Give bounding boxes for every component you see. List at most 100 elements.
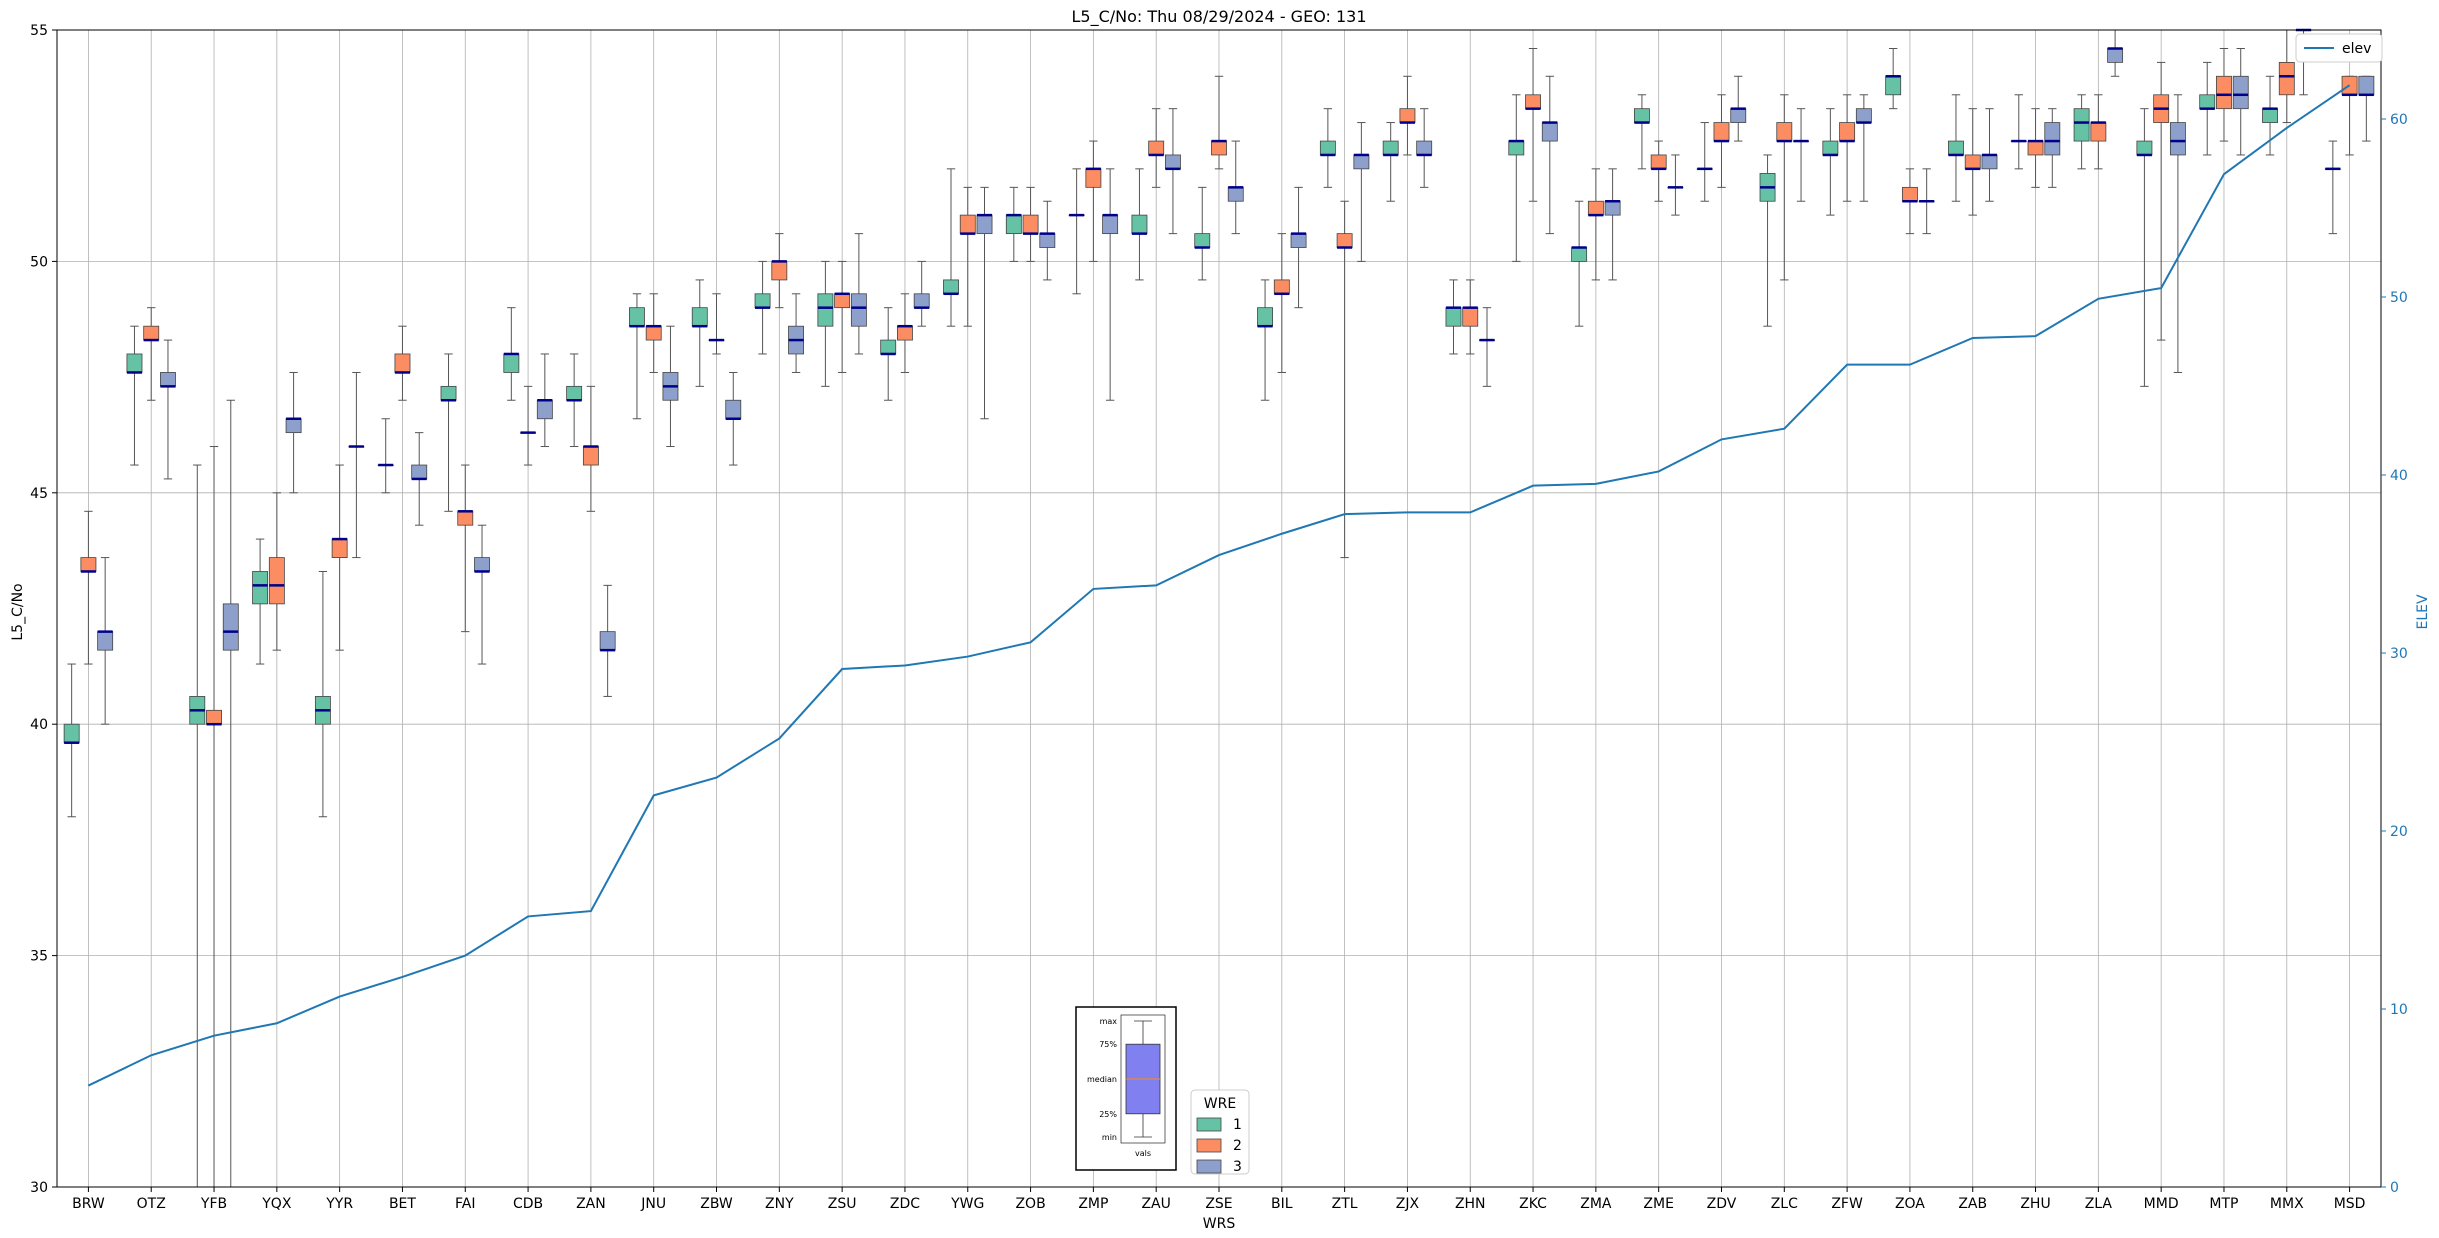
- wre-legend-swatch: [1196, 1117, 1222, 1132]
- box-iqr: [2262, 108, 2278, 123]
- box-iqr: [268, 557, 285, 605]
- box-iqr: [206, 709, 222, 725]
- box-wre-1: [880, 307, 897, 401]
- box-wre-2: [457, 464, 474, 633]
- box-wre-2: [2153, 61, 2170, 341]
- wre-legend-entries: 1 2 3: [1196, 1117, 1242, 1175]
- box-wre-2: [1839, 94, 1856, 202]
- box-iqr: [394, 353, 411, 373]
- y-right-tick-label: 50: [2390, 290, 2408, 306]
- box-wre-3: [1227, 140, 1244, 235]
- box-iqr: [457, 510, 474, 526]
- box-wre-2: [2090, 94, 2107, 170]
- y-tick-label: 40: [30, 717, 48, 733]
- box-iqr: [1290, 233, 1307, 248]
- box-wre-2: [1085, 140, 1102, 262]
- box-wre-2: [268, 492, 285, 651]
- elev-line: [87, 84, 2351, 1087]
- axes: BRW OTZ YFB YQX YYR BET FAI CDB ZAN JNU ZBW ZNY ZSU Z…: [30, 23, 2408, 1212]
- box-wre-3: [1667, 154, 1684, 216]
- box-iqr: [1319, 140, 1336, 156]
- x-tick-label: ZAN: [576, 1196, 606, 1212]
- box-wre-2: [1587, 168, 1604, 281]
- box-iqr: [1541, 122, 1558, 142]
- box-wre-3: [1479, 307, 1495, 387]
- box-iqr: [1148, 140, 1165, 156]
- box-iqr: [1336, 233, 1353, 248]
- box-iqr: [1885, 75, 1902, 96]
- box-iqr: [1981, 154, 1998, 170]
- y-tick-label: 30: [30, 1180, 48, 1196]
- box-iqr: [1901, 186, 1918, 202]
- box-iqr: [126, 353, 143, 373]
- box-iqr: [943, 279, 959, 295]
- x-tick-label: ZME: [1643, 1196, 1674, 1212]
- box-iqr: [143, 325, 160, 341]
- box-iqr: [1822, 140, 1839, 156]
- box-wre-1: [1633, 94, 1650, 170]
- box-wre-2: [80, 510, 97, 665]
- box-iqr: [913, 293, 930, 309]
- box-wre-1: [754, 260, 771, 355]
- box-layer: [63, 28, 2375, 1188]
- box-iqr: [331, 538, 348, 558]
- box-iqr: [1399, 108, 1416, 123]
- box-wre-3: [222, 399, 239, 1188]
- box-wre-3: [2169, 94, 2186, 373]
- y-right-tick-label: 10: [2390, 1002, 2408, 1018]
- box-iqr: [1587, 200, 1604, 216]
- box-iqr: [2136, 140, 2153, 156]
- box-iqr: [1273, 279, 1290, 295]
- box-iqr: [1839, 122, 1856, 142]
- box-key-marks: max 75% median 25% min: [1087, 1017, 1161, 1142]
- box-wre-3: [1353, 122, 1370, 262]
- box-iqr: [1776, 122, 1793, 142]
- x-tick-label: ZKC: [1519, 1196, 1547, 1212]
- key-label: 75%: [1099, 1040, 1117, 1049]
- box-iqr: [834, 293, 851, 309]
- box-iqr: [629, 307, 645, 327]
- wre-legend-label: 2: [1233, 1138, 1242, 1154]
- x-tick-label: ZHU: [2020, 1196, 2050, 1212]
- wre-legend-swatch: [1196, 1159, 1222, 1174]
- box-wre-3: [1416, 108, 1433, 188]
- box-iqr: [503, 353, 520, 373]
- box-iqr: [97, 631, 114, 651]
- box-wre-2: [520, 385, 537, 466]
- box-wre-2: [582, 385, 599, 512]
- x-tick-label: MMD: [2144, 1196, 2179, 1212]
- box-wre-1: [1948, 94, 1964, 202]
- box-wre-1: [2262, 75, 2278, 156]
- x-axis-label: WRS: [1203, 1216, 1236, 1232]
- box-wre-3: [850, 233, 867, 355]
- x-tick-label: ZBW: [700, 1196, 733, 1212]
- x-tick-label: ZMP: [1078, 1196, 1108, 1212]
- box-wre-1: [1571, 200, 1588, 327]
- wre-legend-frame: [1190, 1089, 1250, 1175]
- y-tick-label: 55: [30, 23, 48, 39]
- box-iqr: [1005, 214, 1022, 235]
- box-iqr: [1102, 214, 1119, 235]
- box-wre-3: [1604, 168, 1621, 281]
- x-tick-label: ZAU: [1141, 1196, 1170, 1212]
- y-right-tick-label: 0: [2390, 1180, 2399, 1196]
- box-iqr: [2169, 122, 2186, 156]
- box-wre-2: [959, 186, 976, 327]
- box-iqr: [2199, 94, 2216, 110]
- box-wre-2: [206, 446, 222, 1188]
- key-label: median: [1087, 1075, 1117, 1084]
- x-tick-label: ZOA: [1895, 1196, 1925, 1212]
- box-iqr: [771, 260, 788, 281]
- box-wre-2: [1336, 200, 1353, 559]
- box-wre-2: [771, 233, 788, 309]
- box-wre-1: [1319, 108, 1336, 188]
- box-wre-3: [2044, 108, 2061, 188]
- box-iqr: [2232, 75, 2249, 110]
- x-tick-label: ZNY: [765, 1196, 794, 1212]
- box-iqr: [1730, 108, 1747, 123]
- box-wre-1: [1508, 94, 1525, 262]
- box-iqr: [2107, 48, 2124, 63]
- box-wre-1: [503, 307, 520, 401]
- box-iqr: [817, 293, 834, 327]
- x-tick-label: BET: [389, 1196, 416, 1212]
